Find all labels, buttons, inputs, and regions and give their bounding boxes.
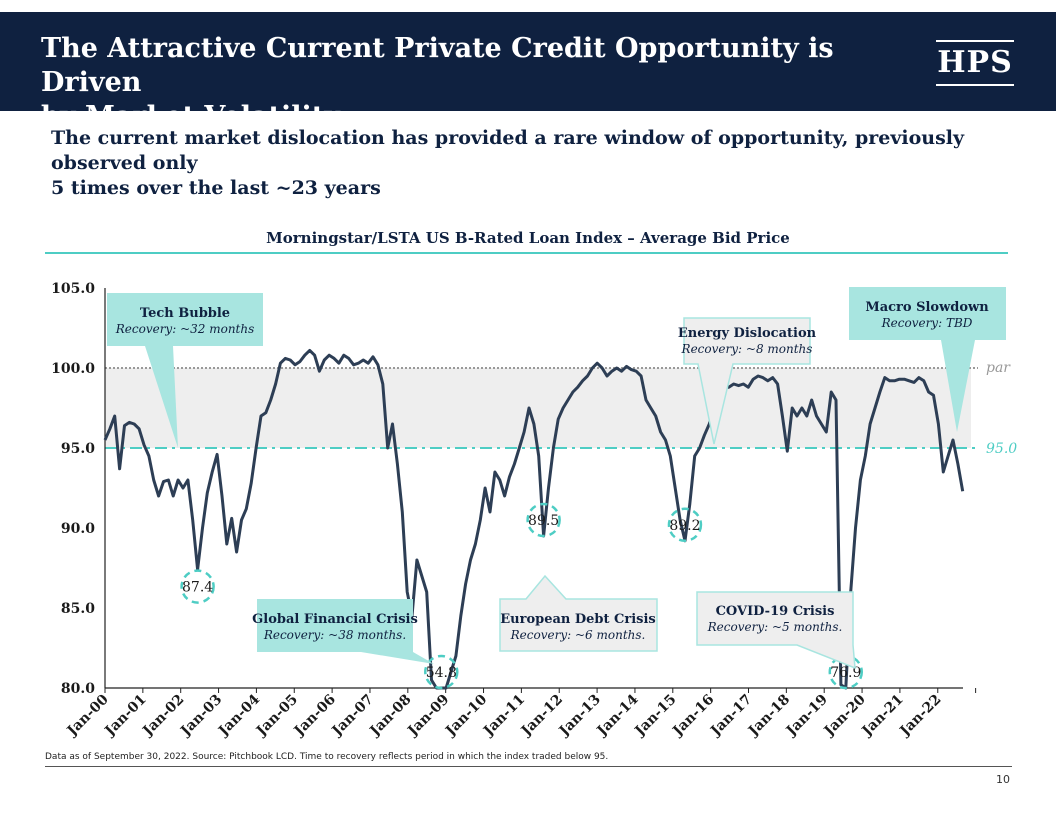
y-tick-label: 100.0	[51, 361, 95, 377]
callout-energy-box	[683, 317, 811, 445]
subtitle-line-2: 5 times over the last ~23 years	[51, 177, 381, 199]
callout-covid-title: COVID-19 Crisis	[716, 604, 835, 619]
x-tick-label: Jan-15	[631, 692, 680, 741]
x-tick-label: Jan-18	[744, 692, 793, 741]
callout-tech-bubble-box	[107, 293, 263, 448]
callout-macro-slowdown-box	[849, 287, 1006, 432]
x-tick-label: Jan-17	[706, 692, 755, 741]
y-tick-label: 85.0	[61, 601, 95, 617]
x-tick-label: Jan-04	[214, 691, 263, 740]
threshold-95-label: 95.0	[986, 441, 1017, 457]
callout-european-debt-subtitle: Recovery: ~6 months.	[510, 628, 646, 642]
x-tick-label: Jan-05	[252, 692, 301, 741]
y-tick-label: 80.0	[61, 681, 95, 697]
x-tick-label: Jan-02	[139, 692, 188, 741]
x-tick-label: Jan-06	[290, 692, 339, 741]
logo-text: HPS	[937, 45, 1013, 80]
trough-marker	[424, 654, 459, 690]
callout-macro-slowdown: Macro Slowdown Recovery: TBD	[849, 287, 1006, 432]
logo-bottom-rule	[936, 84, 1014, 86]
callout-covid-subtitle: Recovery: ~5 months.	[707, 620, 843, 634]
callout-macro-slowdown-title: Macro Slowdown	[865, 300, 989, 315]
page-number: 10	[996, 773, 1010, 786]
trough-marker	[526, 502, 561, 538]
callout-energy: Energy Dislocation Recovery: ~8 months	[678, 317, 817, 445]
x-tick-label: Jan-08	[366, 692, 415, 741]
trough-marker	[180, 569, 215, 604]
x-tick-label: Jan-22	[896, 692, 945, 741]
y-tick-label: 105.0	[51, 281, 95, 297]
x-tick-label: Jan-13	[555, 692, 604, 741]
trough-label: 89.5	[528, 513, 559, 529]
callout-gfc-subtitle: Recovery: ~38 months.	[263, 628, 406, 642]
trough-label: 54.8	[426, 665, 457, 681]
x-tick-label: Jan-07	[328, 692, 377, 741]
y-tick-label: 95.0	[61, 441, 95, 457]
trough-label: 87.4	[182, 580, 213, 596]
x-tick-label: Jan-10	[441, 691, 490, 740]
callout-european-debt: European Debt Crisis Recovery: ~6 months…	[499, 574, 658, 652]
footnote: Data as of September 30, 2022. Source: P…	[45, 752, 609, 762]
x-tick-label: Jan-09	[404, 692, 453, 741]
footer-rule	[45, 766, 1012, 767]
x-tick-label: Jan-20	[820, 691, 869, 740]
chart-title: Morningstar/LSTA US B-Rated Loan Index –…	[266, 229, 790, 247]
callout-tech-bubble: Tech Bubble Recovery: ~32 months	[107, 293, 263, 448]
x-tick-label: Jan-21	[858, 692, 907, 741]
callout-tech-bubble-title: Tech Bubble	[140, 306, 230, 321]
page-title: The Attractive Current Private Credit Op…	[41, 32, 871, 134]
x-tick-label: Jan-11	[479, 692, 528, 741]
x-tick-label: Jan-16	[669, 692, 718, 741]
callout-tech-bubble-subtitle: Recovery: ~32 months	[115, 322, 255, 336]
par-band	[105, 368, 971, 448]
callout-covid-box	[696, 591, 856, 670]
subtitle: The current market dislocation has provi…	[51, 126, 1021, 201]
callout-european-debt-box	[499, 574, 658, 652]
x-tick-label: Jan-14	[593, 691, 642, 740]
page-title-line-2: by Market Volatility …	[41, 101, 377, 132]
callout-gfc-title: Global Financial Crisis	[252, 612, 418, 627]
series-line-b-rated-loan-index	[103, 348, 965, 690]
header-bar	[0, 12, 1056, 111]
x-tick-label: Jan-00	[63, 691, 112, 740]
callout-energy-subtitle: Recovery: ~8 months	[681, 342, 813, 356]
callout-covid: COVID-19 Crisis Recovery: ~5 months.	[696, 591, 856, 670]
trough-label: 76.9	[830, 665, 861, 681]
trough-label: 89.2	[669, 518, 700, 534]
callout-macro-slowdown-subtitle: Recovery: TBD	[881, 316, 973, 330]
callout-gfc: Global Financial Crisis Recovery: ~38 mo…	[252, 599, 434, 664]
callout-gfc-box	[257, 599, 434, 664]
logo-top-rule	[936, 40, 1014, 42]
page-title-line-1: The Attractive Current Private Credit Op…	[41, 33, 834, 98]
x-tick-label: Jan-12	[517, 692, 566, 741]
y-tick-label: 90.0	[61, 521, 95, 537]
x-tick-label: Jan-01	[101, 692, 150, 741]
callout-european-debt-title: European Debt Crisis	[500, 612, 656, 627]
subtitle-line-1: The current market dislocation has provi…	[51, 127, 965, 174]
hps-logo: HPS	[936, 40, 1014, 86]
callout-energy-title: Energy Dislocation	[678, 326, 817, 341]
x-tick-label: Jan-03	[176, 692, 225, 741]
par-label: par	[986, 360, 1011, 376]
x-tick-label: Jan-19	[782, 692, 831, 741]
trough-marker	[667, 507, 703, 543]
